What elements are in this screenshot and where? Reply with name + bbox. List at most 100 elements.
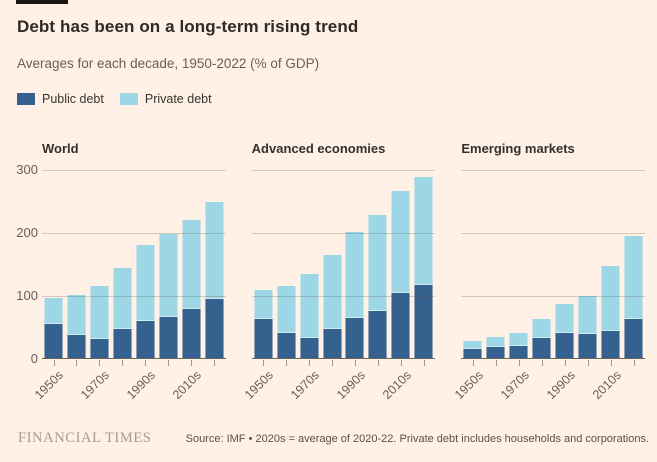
bar-segment-public-debt [414,284,434,359]
bar-segment-private-debt [414,176,434,285]
public-debt-swatch-icon [17,93,35,105]
bar-segment-private-debt [532,318,552,338]
axis-tick-icon [354,360,356,366]
x-tick-label: 2010s [170,368,205,402]
gridline [42,295,226,297]
axis-tick-icon [332,360,334,366]
plot-area: 1950s 1970s 1990s 2010s [242,169,436,402]
chart-panel: Advanced economies 1950s 1970s 1990s 2010s [242,141,436,402]
legend: Public debt Private debt [17,92,228,106]
bar-segment-public-debt [509,345,529,359]
bar-segment-private-debt [158,234,178,318]
bar-segment-public-debt [112,329,132,359]
bar-segment-private-debt [44,297,63,325]
x-tick-label: 2010s [589,368,624,402]
axis-tick-icon [214,360,216,366]
axis-tick-icon [423,360,425,366]
plot-area: 1950s 1970s 1990s 2010s [32,169,226,402]
axis-tick-icon [286,360,288,366]
bar-2000s [578,170,598,366]
ft-accent-bar [16,0,68,4]
bar-segment-private-debt [89,285,109,339]
bar-1970s: 1970s [498,170,532,402]
bar-segment-public-debt [532,337,552,359]
bar-segment-public-debt [322,328,342,359]
bar-1990s: 1990s [544,170,578,402]
bar-segment-public-debt [555,333,575,359]
legend-label: Public debt [42,92,104,106]
bar-1970s: 1970s [78,170,112,402]
bar-segment-private-debt [509,333,529,346]
bar-segment-public-debt [345,318,365,359]
axis-tick-icon [564,360,566,366]
x-tick-label: 1970s [287,368,322,402]
bar-segment-private-debt [276,285,296,333]
bar-2020s [624,170,644,366]
chart-panel: Emerging markets 1950s 1970s 1990s 2010s [452,141,646,402]
bar-2010s: 2010s [380,170,414,402]
axis-tick-icon [263,360,265,366]
bar-segment-private-debt [181,219,201,309]
axis-tick-icon [633,360,635,366]
x-axis-line [251,357,436,359]
panel-title-emerging-markets: Emerging markets [461,141,575,156]
bar-1990s: 1990s [334,170,368,402]
bar-segment-public-debt [601,330,621,359]
bar-segment-public-debt [391,293,411,359]
bar-segment-public-debt [204,299,224,359]
x-tick-label: 1990s [124,368,159,402]
bar-segment-public-debt [299,338,319,359]
bar-segment-public-debt [486,347,506,359]
axis-tick-icon [377,360,379,366]
bar-segment-public-debt [624,318,644,359]
legend-item-public-debt: Public debt [17,92,104,106]
bar-2000s [368,170,388,366]
source-note: Source: IMF • 2020s = average of 2020-22… [185,433,649,445]
panel-title-advanced-economies: Advanced economies [251,141,386,156]
bar-segment-private-debt [555,303,575,334]
bar-1980s [322,170,342,366]
bar-segment-private-debt [391,190,411,294]
bar-2020s [204,170,224,366]
axis-tick-icon [99,360,101,366]
bar-segment-private-debt [368,214,388,312]
panel-title-world: World [42,141,79,156]
axis-tick-icon [610,360,612,366]
bar-segment-public-debt [135,320,155,359]
chart-panel: World 1950s 1970s 1990s 2010s [32,141,226,402]
axis-tick-icon [191,360,193,366]
financial-times-logo: FINANCIAL TIMES [18,430,152,446]
bar-segment-private-debt [135,244,155,321]
axis-tick-icon [541,360,543,366]
bar-2020s [414,170,434,366]
bar-2000s [158,170,178,366]
x-tick-label: 2010s [379,368,414,402]
axis-tick-icon [53,360,55,366]
bar-2010s: 2010s [589,170,623,402]
bar-segment-private-debt [204,202,224,300]
bar-1960s [486,170,506,366]
bar-segment-public-debt [276,332,296,359]
axis-tick-icon [472,360,474,366]
chart-subtitle: Averages for each decade, 1950-2022 (% o… [17,56,320,71]
axis-tick-icon [309,360,311,366]
bar-segment-private-debt [578,296,598,334]
bar-segment-private-debt [345,231,365,319]
bar-1960s [276,170,296,366]
bar-1950s: 1950s [242,170,276,402]
bar-2010s: 2010s [170,170,204,402]
x-tick-label: 1950s [451,368,486,402]
bar-segment-private-debt [463,340,483,349]
gridline [251,232,436,234]
bar-segment-public-debt [463,348,483,359]
footer: FINANCIAL TIMES Source: IMF • 2020s = av… [18,430,649,447]
axis-tick-icon [587,360,589,366]
gridline [461,295,646,297]
axis-tick-icon [518,360,520,366]
bar-1960s [66,170,86,366]
private-debt-swatch-icon [119,93,138,105]
y-axis: 0 100 200 300 [8,162,42,366]
x-tick-label: 1950s [242,368,277,402]
bar-1990s: 1990s [124,170,158,402]
bar-segment-private-debt [253,289,273,320]
